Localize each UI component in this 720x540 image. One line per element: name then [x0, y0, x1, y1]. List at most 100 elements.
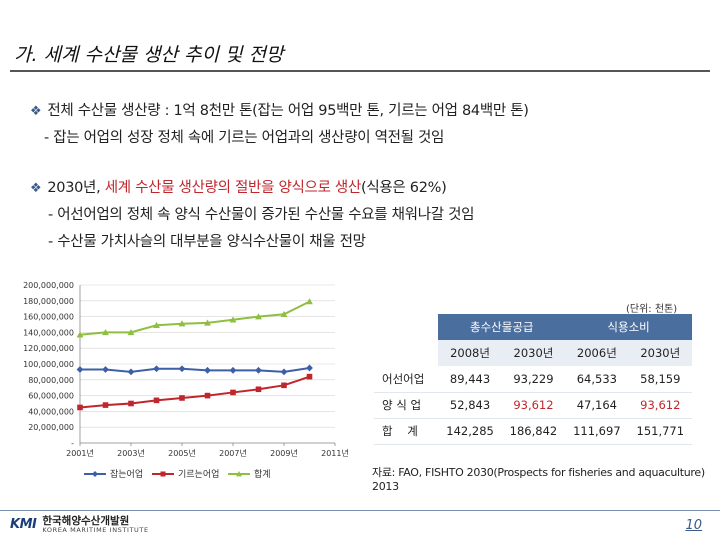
y-tick-label: 200,000,000	[23, 281, 74, 290]
source-note: 자료: FAO, FISHTO 2030(Prospects for fishe…	[372, 466, 705, 493]
bullet-2-prefix: 2030년,	[47, 180, 105, 196]
bullet-2-sub-1: - 어선어업의 정체 속 양식 수산물이 증가된 수산물 수요를 채워나갈 것임	[48, 207, 475, 223]
header-total-supply: 총수산물공급	[438, 314, 566, 340]
legend-marker	[236, 471, 242, 477]
table-unit: (단위: 천톤)	[626, 304, 678, 315]
data-point	[178, 365, 186, 373]
header-food-consumption: 식용소비	[565, 314, 692, 340]
row-label: 합 계	[374, 418, 439, 445]
bullet-2-sub-2: - 수산물 가치사슬의 대부분을 양식수산물이 채울 전망	[48, 234, 366, 250]
table-row: 어선어업 89,443 93,229 64,533 58,159	[374, 366, 692, 393]
legend-label: 합계	[254, 468, 271, 480]
data-point	[230, 389, 236, 396]
table-cell: 111,697	[565, 418, 629, 445]
year-header: 2008년	[438, 340, 502, 367]
table-cell: 64,533	[565, 366, 629, 393]
x-tick-label: 2007년	[219, 448, 247, 458]
bullet-2: ❖ 2030년, 세계 수산물 생산량의 절반을 양식으로 생산(식용은 62%)	[30, 176, 447, 197]
table-cell-highlight: 93,612	[501, 392, 566, 419]
x-tick-label: 2003년	[117, 448, 145, 458]
bullet-1-text: 전체 수산물 생산량 : 1억 8천만 톤(잡는 어업 95백만 톤, 기르는 …	[47, 103, 529, 119]
bullet-1-sub: - 잡는 어업의 성장 정체 속에 기르는 어업과의 생산량이 역전될 것임	[44, 130, 445, 146]
row-label: 양 식 업	[374, 392, 439, 419]
x-tick-label: 2001년	[66, 448, 94, 458]
y-tick-label: 100,000,000	[23, 360, 74, 369]
data-point	[102, 366, 109, 373]
x-tick-label: 2009년	[270, 448, 298, 458]
series-line-합계	[79, 300, 310, 336]
data-point	[77, 404, 83, 411]
y-tick-label: 40,000,000	[28, 407, 74, 416]
bullet-2-highlight: 세계 수산물 생산량의 절반을 양식으로 생산	[104, 180, 362, 196]
production-line-chart: - 20,000,000 40,000,000 60,000,000 80,000,00…	[23, 281, 349, 480]
legend-marker	[92, 471, 98, 477]
table-cell: 89,443	[438, 366, 502, 393]
data-point	[153, 321, 160, 329]
row-label: 어선어업	[374, 366, 439, 393]
data-point	[204, 392, 211, 399]
table-cell: 186,842	[501, 418, 566, 445]
legend-label: 기르는어업	[178, 469, 219, 480]
table-cell: 142,285	[438, 418, 502, 445]
slide-title: 가. 세계 수산물 생산 추이 및 전망	[14, 44, 284, 66]
legend-label: 잡는어업	[110, 468, 143, 480]
year-header: 2030년	[501, 340, 566, 367]
data-point	[153, 365, 160, 373]
data-point	[127, 329, 135, 336]
year-header: 2030년	[628, 340, 692, 367]
series-line-잡는어업	[80, 366, 310, 373]
kmi-logo: KMI 한국해양수산개발원 KOREA MARITIME INSTITUTE	[10, 515, 149, 535]
data-point	[229, 316, 237, 323]
series-line-기르는어업	[79, 375, 310, 409]
diamond-bullet-icon: ❖	[30, 104, 42, 119]
table-row: 합 계 142,285 186,842 111,697 151,771	[374, 418, 692, 445]
y-tick-label: -	[71, 439, 74, 448]
bullet-1: ❖ 전체 수산물 생산량 : 1억 8천만 톤(잡는 어업 95백만 톤, 기르는…	[30, 99, 529, 120]
data-point	[306, 373, 313, 380]
bullet-2-suffix: (식용은 62%)	[361, 180, 447, 196]
supply-consumption-table: 총수산물공급 식용소비 2008년 2030년 2006년 2030년 어선어업…	[374, 314, 692, 445]
y-tick-label: 60,000,000	[28, 392, 74, 401]
footer-divider	[0, 510, 720, 511]
data-point	[76, 331, 84, 338]
y-tick-label: 180,000,000	[23, 297, 74, 306]
y-tick-label: 160,000,000	[23, 313, 74, 322]
data-point	[204, 319, 211, 326]
data-point	[306, 298, 313, 305]
data-point	[178, 320, 186, 327]
data-point	[280, 310, 288, 317]
page-number: 10	[685, 518, 702, 533]
logo-english-name: KOREA MARITIME INSTITUTE	[42, 526, 149, 535]
data-point	[102, 329, 109, 336]
table-cell: 58,159	[628, 366, 692, 393]
y-tick-label: 20,000,000	[28, 423, 74, 432]
x-tick-label: 2005년	[168, 448, 196, 458]
y-tick-label: 80,000,000	[28, 376, 74, 385]
year-header: 2006년	[565, 340, 629, 367]
data-point	[280, 368, 288, 376]
y-tick-label: 140,000,000	[23, 328, 74, 337]
data-point	[229, 366, 237, 374]
legend-marker	[160, 471, 166, 477]
diamond-bullet-icon: ❖	[30, 181, 42, 196]
data-point	[306, 364, 313, 372]
x-tick-label: 2011년	[321, 448, 349, 458]
data-point	[281, 382, 287, 389]
data-point	[255, 366, 262, 374]
data-point	[179, 395, 185, 401]
table-cell-highlight: 93,612	[628, 392, 692, 419]
data-point	[76, 366, 84, 373]
data-point	[255, 386, 262, 393]
table-cell: 47,164	[565, 392, 629, 419]
title-divider	[10, 70, 710, 72]
table-cell: 93,229	[501, 366, 566, 393]
data-point	[153, 397, 160, 404]
y-tick-label: 120,000,000	[23, 344, 74, 353]
logo-korean-name: 한국해양수산개발원	[42, 515, 130, 527]
data-point	[255, 313, 262, 320]
data-point	[102, 402, 109, 408]
kmi-logo-mark: KMI	[10, 517, 37, 533]
data-point	[128, 400, 134, 407]
table-row: 양 식 업 52,843 93,612 47,164 93,612	[374, 392, 692, 419]
table-cell: 151,771	[628, 418, 692, 445]
